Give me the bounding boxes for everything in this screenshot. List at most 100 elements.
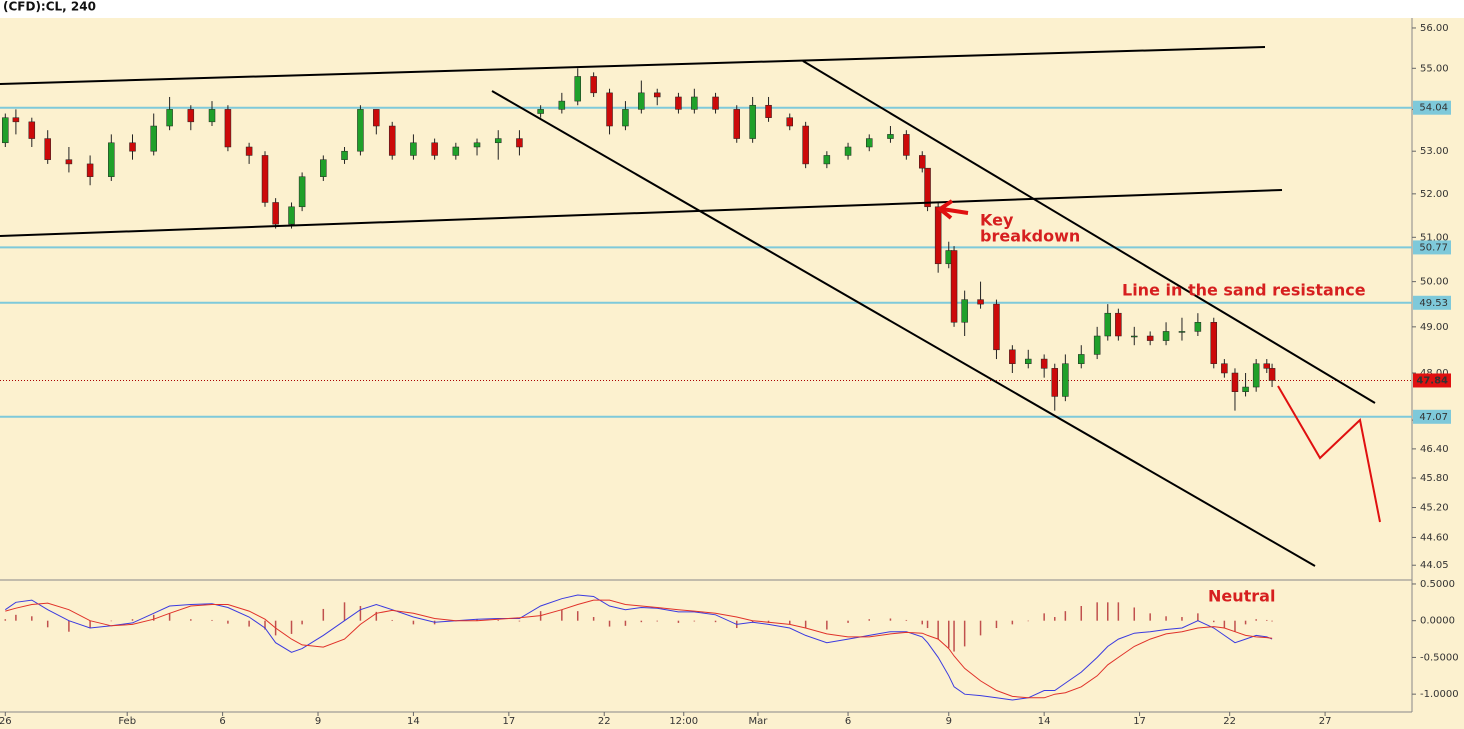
y-tick-label: 50.00 (1420, 277, 1449, 288)
histogram-bar (921, 620, 924, 625)
histogram-bar (264, 620, 266, 630)
x-tick-label: 26 (0, 716, 12, 727)
candle-body (1104, 312, 1112, 337)
level-label-box (1413, 409, 1451, 424)
histogram-bar (190, 619, 192, 621)
candle-body (903, 134, 910, 156)
histogram-bar (1234, 620, 1236, 632)
candle-body (245, 146, 253, 156)
last-price-box (1413, 373, 1451, 388)
y-tick-label: 52.00 (1420, 189, 1449, 200)
annotation: breakdown (980, 227, 1080, 246)
y-tick-label: -0.5000 (1420, 652, 1459, 663)
labels: 56.0055.0054.0053.0052.0051.0050.0049.00… (0, 23, 1459, 727)
header (0, 0, 1464, 18)
candle-body (1146, 335, 1154, 341)
candle-body (224, 109, 232, 148)
candle-body (341, 150, 348, 160)
candle-body (473, 142, 481, 148)
marks (2, 68, 1276, 701)
histogram-bar (301, 620, 303, 625)
candle-body (786, 117, 793, 127)
histogram-bar (1271, 620, 1273, 622)
chart-title: (CFD):CL, 240 (3, 0, 96, 14)
candle-body (1115, 312, 1122, 337)
arrow-head (936, 199, 954, 220)
y-tick-label: 44.05 (1420, 560, 1449, 571)
histogram-bar (4, 619, 7, 621)
y-tick-label: 45.20 (1420, 503, 1449, 514)
candle-body (388, 125, 396, 156)
candle-body (558, 100, 566, 110)
histogram-bar (1165, 616, 1167, 621)
candle-body (452, 146, 460, 156)
candle-body (919, 155, 926, 169)
y-tick-label: 55.00 (1420, 63, 1449, 74)
histogram-bar (1223, 620, 1226, 629)
candle-body (28, 121, 36, 139)
histogram-bar (476, 619, 478, 621)
candle-body (934, 206, 942, 265)
candle-body (2, 117, 9, 144)
histogram-bar (948, 620, 950, 648)
candle-body (537, 109, 544, 114)
candle-body (950, 250, 958, 323)
histogram-bar (1011, 620, 1014, 625)
candle-body (1194, 322, 1202, 332)
histogram-bar (889, 618, 892, 621)
breakdown-arrow (936, 199, 969, 220)
candle-body (1221, 363, 1228, 374)
y-tick-label: 53.00 (1420, 146, 1449, 157)
candle-body (887, 134, 894, 139)
candle-body (606, 92, 613, 127)
candle-body (65, 159, 73, 165)
x-tick-label: 12:00 (669, 716, 698, 727)
histogram-bar (1181, 617, 1183, 621)
candle-body (410, 142, 417, 156)
histogram-bar (826, 620, 828, 630)
candle-body (653, 92, 661, 98)
candle-body (357, 109, 364, 152)
histogram-bar (677, 620, 680, 623)
histogram-bar (343, 602, 346, 621)
histogram-bar (1133, 607, 1136, 621)
histogram-bar (847, 620, 849, 623)
candle-body (749, 104, 756, 139)
arrow-shaft (941, 207, 969, 215)
x-tick-label: 14 (407, 716, 420, 727)
candle-body (1062, 363, 1069, 397)
candle-body (675, 96, 682, 110)
histogram-bar (168, 613, 171, 621)
x-tick-label: 6 (219, 716, 225, 727)
histogram-bar (1117, 602, 1120, 621)
candle-body (622, 109, 629, 127)
candle-body (298, 176, 306, 208)
y-tick-label: 51.00 (1420, 232, 1449, 243)
candle-body (208, 109, 216, 123)
trend-line (0, 46, 1266, 85)
histogram-bar (211, 619, 213, 621)
candle-body (1051, 368, 1059, 397)
histogram-bar (751, 620, 754, 623)
candle-body (865, 138, 873, 148)
candle-body (86, 163, 94, 177)
histogram-bar (227, 620, 229, 624)
histogram-bar (1255, 619, 1257, 621)
candle-body (1025, 358, 1032, 364)
candle-body (1078, 354, 1085, 364)
histogram-bar (1080, 606, 1083, 621)
candle-body (961, 299, 968, 323)
levels (0, 106, 1412, 418)
candle-body (261, 155, 269, 203)
histogram-bar (131, 619, 134, 621)
x-tick-label: 17 (1133, 716, 1146, 727)
level-label: 50.77 (1419, 242, 1448, 253)
level-label: 47.07 (1419, 412, 1448, 423)
trend-line (491, 90, 1316, 567)
y-tick-label: 0.0000 (1420, 616, 1455, 627)
histogram-bar (1266, 619, 1268, 621)
histogram-bar (1096, 602, 1098, 621)
level-label: 49.53 (1419, 298, 1448, 309)
